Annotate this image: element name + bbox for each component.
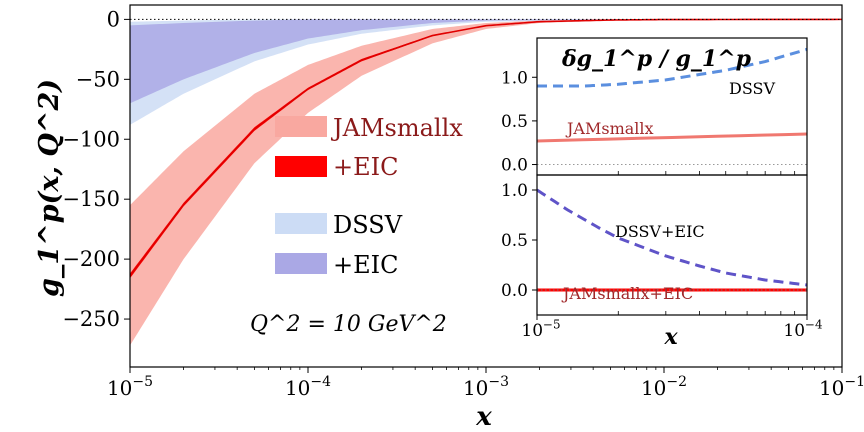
inset-label-dssv-eic: DSSV+EIC: [615, 222, 705, 241]
inset-label-jam-eic: JAMsmallx+EIC: [561, 284, 693, 303]
inset-top-y-tick-label: 1.0: [501, 68, 528, 88]
legend-swatch-dssv-eic: [275, 253, 327, 274]
x-tick-label: 10−2: [641, 374, 687, 400]
y-tick-label: −100: [62, 127, 120, 151]
legend-swatch-dssv: [275, 213, 327, 234]
band-eic-3: [130, 19, 842, 104]
inset-top-line-jamsmallx: [537, 132, 807, 143]
y-tick-label: −200: [62, 247, 120, 271]
main-x-axis-label: x: [475, 402, 492, 432]
legend-label-dssv-eic: +EIC: [333, 251, 398, 279]
legend-label-jamsmallx: JAMsmallx: [330, 114, 463, 142]
inset-background: [537, 38, 807, 315]
inset-label-jamsmallx: JAMsmallx: [565, 119, 654, 138]
legend-label-dssv: DSSV: [333, 211, 403, 239]
legend-label-jam-eic: +EIC: [333, 153, 398, 181]
y-tick-label: −150: [62, 187, 120, 211]
inset-x-tick-label: 10−5: [521, 317, 560, 341]
inset-x-tick-label: 10−4: [783, 317, 822, 341]
inset-top-y-tick-label: 0.0: [501, 156, 528, 176]
inset-bottom-y-tick-label: 0.0: [501, 281, 528, 301]
q2-annotation: Q^2 = 10 GeV^2: [250, 312, 447, 337]
y-tick-label: −50: [76, 67, 120, 91]
jamsmallx-eic-central-line: [130, 18, 842, 277]
inset-bottom-line-dssveic: [537, 188, 807, 287]
legend-swatch-jam-eic: [275, 156, 327, 177]
inset: 0.0 0.5 1.0 0.0 0.5 1.0 10−5 10−4 δg_1^p / g_…: [501, 37, 823, 350]
x-tick-label: 10−4: [285, 374, 331, 400]
inset-top-line-dssv: [537, 47, 807, 88]
y-tick-label: 0: [107, 7, 120, 31]
inset-title: δg_1^p / g_1^p: [561, 46, 752, 72]
inset-bottom-frame: [536, 174, 808, 316]
x-tick-label: 10−5: [107, 374, 153, 400]
x-tick-label: 10−3: [463, 374, 509, 400]
inset-bottom-y-tick-label: 1.0: [501, 181, 528, 201]
inset-top-y-tick-label: 0.5: [501, 112, 528, 132]
main-plot: 0 −50 −100 −150 −200 −250 10−5 10−4 10−3 10−2 10−…: [34, 4, 864, 432]
legend: JAMsmallx +EIC DSSV +EIC: [275, 114, 463, 279]
inset-x-axis-label: x: [663, 324, 678, 350]
legend-swatch-jamsmallx: [275, 116, 327, 137]
inset-bottom-y-tick-label: 0.5: [501, 231, 528, 251]
y-tick-label: −250: [62, 307, 120, 331]
x-tick-label: 10−1: [819, 374, 864, 400]
band-jamsmallx-0: [130, 19, 842, 346]
inset-label-dssv: DSSV: [729, 79, 775, 98]
main-y-axis-label: g_1^p(x, Q^2): [34, 79, 65, 297]
